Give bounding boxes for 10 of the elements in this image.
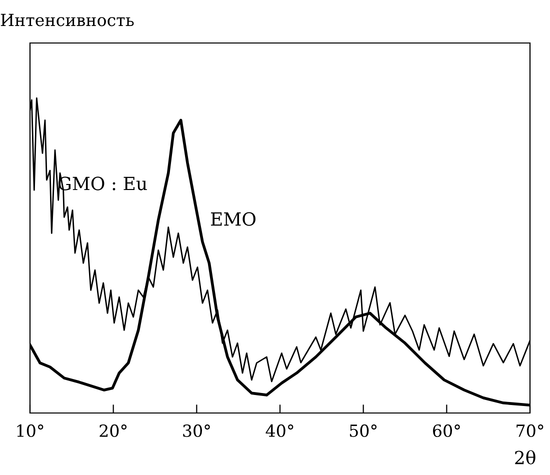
x-tick-label: 10° (17, 424, 44, 438)
x-tick-label: 70° (516, 424, 544, 438)
x-axis-title: 2θ (515, 450, 536, 464)
x-tick-label: 20° (100, 424, 127, 438)
y-axis-title: Интенсивность (0, 14, 134, 26)
x-tick-label: 30° (183, 424, 210, 438)
x-tick-label: 50° (350, 424, 377, 438)
x-tick-label: 60° (433, 424, 460, 438)
x-tick-label: 40° (266, 424, 294, 438)
series-label: EMO (210, 212, 256, 226)
